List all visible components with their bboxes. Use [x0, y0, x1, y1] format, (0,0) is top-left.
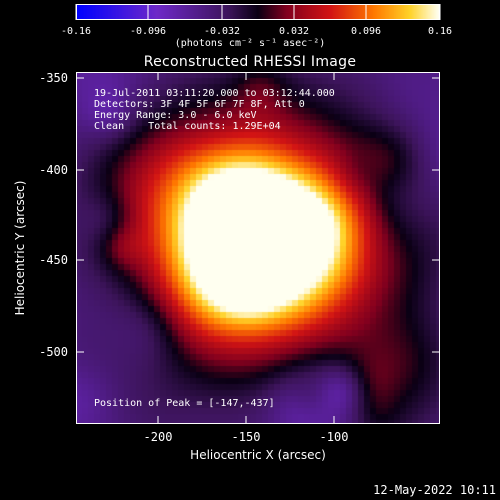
colorbar-units: (photons cm⁻² s⁻¹ asec⁻²)	[174, 38, 326, 49]
info-detectors: Detectors: 3F 4F 5F 6F 7F 8F, Att 0	[94, 99, 305, 110]
colorbar-tick-label: -0.032	[203, 26, 241, 37]
x-axis-label: Heliocentric X (arcsec)	[190, 448, 326, 462]
colorbar-tick-label: 0.096	[350, 26, 382, 37]
x-tick-label: -100	[319, 430, 349, 444]
colorbar-tick-label: -0.16	[60, 26, 92, 37]
timestamp: 12-May-2022 10:11	[373, 483, 496, 497]
x-tick-label: -150	[231, 430, 261, 444]
y-tick-label: -350	[39, 71, 68, 85]
info-clean: Clean Total counts: 1.29E+04	[94, 121, 281, 132]
colorbar-tick-label: 0.032	[278, 26, 310, 37]
y-tick-label: -500	[39, 345, 68, 359]
y-axis-label: Heliocentric Y (arcsec)	[13, 180, 27, 316]
y-tick-label: -450	[39, 253, 68, 267]
plot-title: Reconstructed RHESSI Image	[143, 54, 357, 70]
info-energy: Energy Range: 3.0 - 6.0 keV	[94, 110, 257, 121]
y-tick-label: -400	[39, 163, 68, 177]
info-time-range: 19-Jul-2011 03:11:20.000 to 03:12:44.000	[94, 88, 335, 99]
x-tick-label: -200	[143, 430, 173, 444]
solar-image-map	[76, 72, 440, 424]
colorbar-tick-label: -0.096	[129, 26, 167, 37]
info-peak: Position of Peak = [-147,-437]	[94, 398, 275, 409]
colorbar	[76, 4, 440, 20]
colorbar-tick-label: 0.16	[427, 26, 453, 37]
